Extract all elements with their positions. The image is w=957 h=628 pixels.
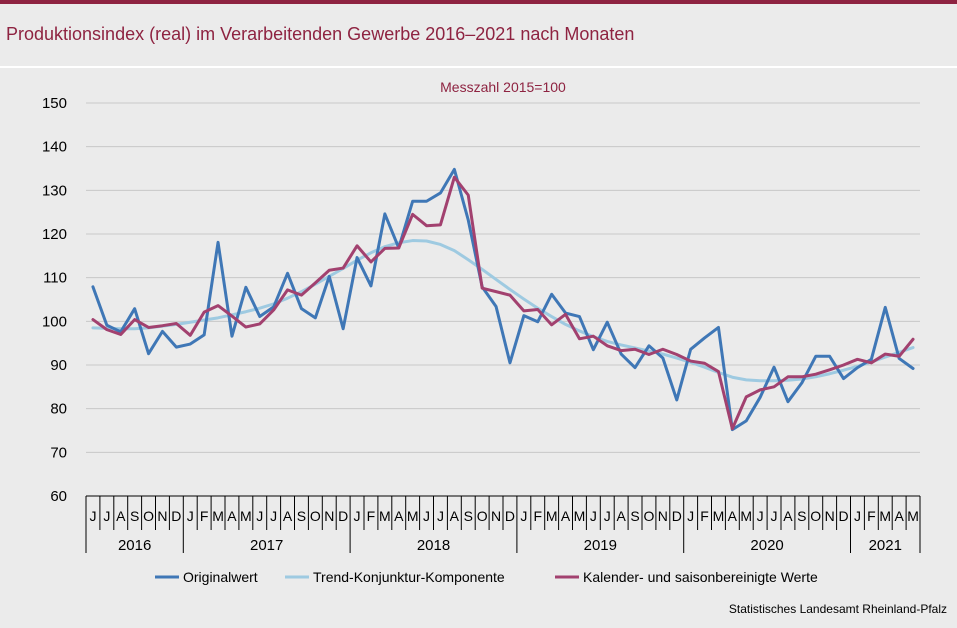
x-tick-label: S bbox=[297, 508, 306, 524]
x-tick-label: D bbox=[338, 508, 348, 524]
x-tick-label: J bbox=[89, 508, 96, 524]
chart-subtitle: Messzahl 2015=100 bbox=[440, 79, 566, 95]
x-tick-label: J bbox=[590, 508, 597, 524]
legend-label: Originalwert bbox=[183, 569, 258, 585]
x-tick-label: N bbox=[157, 508, 167, 524]
source-note: Statistisches Landesamt Rheinland-Pfalz bbox=[728, 602, 947, 616]
x-tick-label: J bbox=[437, 508, 444, 524]
year-label: 2019 bbox=[584, 537, 617, 554]
y-tick-label: 80 bbox=[50, 401, 67, 418]
x-tick-label: N bbox=[658, 508, 668, 524]
x-tick-label: D bbox=[171, 508, 181, 524]
x-tick-label: D bbox=[838, 508, 848, 524]
x-tick-label: O bbox=[310, 508, 321, 524]
y-tick-label: 60 bbox=[50, 488, 67, 505]
x-tick-label: M bbox=[546, 508, 558, 524]
series-line bbox=[91, 167, 915, 432]
x-tick-label: S bbox=[464, 508, 473, 524]
year-label: 2018 bbox=[417, 537, 450, 554]
year-label: 2020 bbox=[750, 537, 783, 554]
year-label: 2017 bbox=[250, 537, 283, 554]
legend-label: Trend-Konjunktur-Komponente bbox=[313, 569, 505, 585]
x-tick-label: J bbox=[423, 508, 430, 524]
top-accent-bar bbox=[0, 0, 957, 4]
x-tick-label: A bbox=[894, 508, 904, 524]
x-tick-label: A bbox=[561, 508, 571, 524]
x-tick-label: A bbox=[394, 508, 404, 524]
year-label: 2016 bbox=[118, 537, 151, 554]
x-tick-label: S bbox=[130, 508, 139, 524]
x-tick-label: M bbox=[740, 508, 752, 524]
grid-layer bbox=[86, 102, 920, 497]
x-tick-label: N bbox=[825, 508, 835, 524]
x-tick-label: A bbox=[116, 508, 126, 524]
x-tick-label: M bbox=[879, 508, 891, 524]
x-tick-label: M bbox=[240, 508, 252, 524]
x-tick-label: S bbox=[797, 508, 806, 524]
x-tick-label: A bbox=[616, 508, 626, 524]
x-tick-label: D bbox=[505, 508, 515, 524]
x-tick-label: J bbox=[187, 508, 194, 524]
x-tick-label: S bbox=[630, 508, 639, 524]
page-title: Produktionsindex (real) im Verarbeitende… bbox=[6, 24, 635, 44]
x-tick-label: O bbox=[143, 508, 154, 524]
x-tick-label: J bbox=[687, 508, 694, 524]
series-line bbox=[91, 175, 915, 431]
chart-background bbox=[0, 68, 957, 628]
x-tick-label: J bbox=[604, 508, 611, 524]
title-area: Produktionsindex (real) im Verarbeitende… bbox=[0, 4, 957, 68]
x-tick-label: N bbox=[324, 508, 334, 524]
y-tick-label: 110 bbox=[43, 270, 67, 287]
legend: Originalwert Trend-Konjunktur-Komponente K… bbox=[155, 569, 818, 585]
x-tick-label: N bbox=[491, 508, 501, 524]
x-tick-label: M bbox=[907, 508, 919, 524]
x-tick-label: A bbox=[783, 508, 793, 524]
x-tick-label: O bbox=[810, 508, 821, 524]
x-tick-label: F bbox=[533, 508, 542, 524]
x-tick-label: J bbox=[256, 508, 263, 524]
y-axis: 60 70 80 90 100 110 120 130 140 150 bbox=[42, 95, 67, 505]
y-tick-label: 130 bbox=[42, 182, 67, 199]
x-tick-label: F bbox=[200, 508, 209, 524]
legend-label: Kalender- und saisonbereinigte Werte bbox=[583, 569, 818, 585]
y-tick-label: 140 bbox=[42, 139, 67, 156]
series-layer bbox=[91, 167, 915, 432]
x-tick-label: O bbox=[477, 508, 488, 524]
x-tick-label: O bbox=[644, 508, 655, 524]
x-tick-label: M bbox=[407, 508, 419, 524]
year-label: 2021 bbox=[869, 537, 902, 554]
title-divider bbox=[0, 66, 957, 68]
x-tick-label: M bbox=[713, 508, 725, 524]
x-tick-label: J bbox=[757, 508, 764, 524]
x-tick-label: D bbox=[672, 508, 682, 524]
x-tick-label: M bbox=[379, 508, 391, 524]
y-tick-label: 150 bbox=[42, 95, 67, 112]
x-tick-label: A bbox=[728, 508, 738, 524]
x-tick-label: A bbox=[450, 508, 460, 524]
x-tick-label: M bbox=[574, 508, 586, 524]
x-tick-label: J bbox=[103, 508, 110, 524]
x-tick-label: F bbox=[367, 508, 376, 524]
x-tick-label: J bbox=[854, 508, 861, 524]
x-tick-label: M bbox=[212, 508, 224, 524]
x-tick-label: J bbox=[520, 508, 527, 524]
y-tick-label: 90 bbox=[50, 357, 67, 374]
x-tick-label: J bbox=[354, 508, 361, 524]
x-tick-label: A bbox=[283, 508, 293, 524]
x-tick-label: F bbox=[700, 508, 709, 524]
y-tick-label: 120 bbox=[42, 226, 67, 243]
y-tick-label: 70 bbox=[50, 444, 67, 461]
x-tick-label: A bbox=[227, 508, 237, 524]
x-tick-label: J bbox=[771, 508, 778, 524]
x-tick-label: F bbox=[867, 508, 876, 524]
x-tick-label: J bbox=[270, 508, 277, 524]
y-tick-label: 100 bbox=[42, 313, 67, 330]
